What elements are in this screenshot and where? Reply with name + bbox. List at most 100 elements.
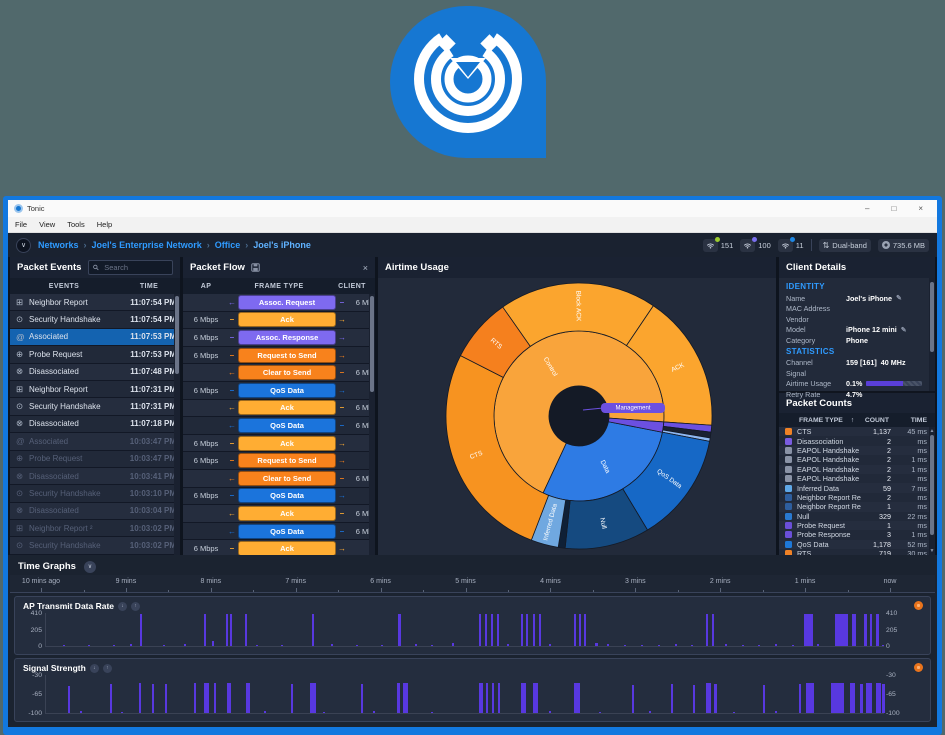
graph-settings-button[interactable]	[914, 601, 923, 610]
scrollbar-thumb[interactable]	[930, 282, 934, 352]
packet-event-row[interactable]: ⊗ Disassociated 11:07:48 PM	[10, 363, 180, 381]
frame-type-pill[interactable]: QoS Data	[238, 382, 336, 398]
packet-count-row[interactable]: Neighbor Report Respons 1 ms	[779, 502, 935, 512]
packet-flow-row[interactable]: ←Clear to Send–6 Mbps	[183, 469, 375, 488]
packet-count-row[interactable]: EAPOL Handshake #4 2 ms	[779, 473, 935, 484]
frame-type-pill[interactable]: Clear to Send	[238, 365, 336, 381]
packet-flow-row[interactable]: 6 Mbps – Ack →	[183, 434, 375, 453]
packet-count-row[interactable]: EAPOL Handshake #3 2 1 ms	[779, 464, 935, 474]
pc-time-header[interactable]: TIME	[910, 416, 927, 424]
packet-event-row[interactable]: ⊞ Neighbor Report 11:07:54 PM	[10, 294, 180, 312]
packet-flow-row[interactable]: 6 Mbps – Request to Send →	[183, 452, 375, 470]
close-panel-icon[interactable]: ×	[362, 262, 368, 273]
packet-event-row[interactable]: @ Associated 10:03:47 PM	[10, 433, 180, 451]
packet-flow-row[interactable]: ←QoS Data–6 Mbps	[183, 417, 375, 435]
packet-count-row[interactable]: Probe Response 3 1 ms	[779, 530, 935, 540]
menu-item-view[interactable]: View	[39, 220, 56, 229]
frame-type-pill[interactable]: Ack	[238, 435, 336, 451]
search-input[interactable]	[102, 262, 168, 273]
save-icon[interactable]	[251, 263, 260, 272]
signal-strength-plot[interactable]	[45, 675, 886, 714]
pc-count-header[interactable]: COUNT	[864, 416, 889, 424]
packet-event-row[interactable]: ⊗ Disassociated 10:03:41 PM	[10, 467, 180, 486]
events-scrollbar[interactable]	[174, 294, 180, 555]
breadcrumb-item[interactable]: Joel's Enterprise Network	[91, 240, 202, 250]
packet-flow-row[interactable]: ←Assoc. Request–6 Mbps	[183, 294, 375, 312]
frame-type-pill[interactable]: Ack	[238, 505, 336, 521]
packet-count-row[interactable]: EAPOL Handshake #2 2 1 ms	[779, 455, 935, 465]
menu-item-tools[interactable]: Tools	[67, 220, 85, 229]
collapse-chevron-icon[interactable]: ∨	[83, 560, 96, 573]
frame-type-pill[interactable]: Ack	[238, 400, 336, 416]
counts-scrollbar[interactable]: ▲ ▼	[929, 427, 935, 555]
packet-flow-row[interactable]: 6 Mbps – QoS Data →	[183, 381, 375, 400]
packet-flow-row[interactable]: 6 Mbps – Assoc. Response →	[183, 329, 375, 347]
move-down-icon[interactable]: ↓	[118, 601, 128, 611]
chevron-down-icon[interactable]: ∨	[16, 237, 31, 253]
packet-count-row[interactable]: Disassociation 2 ms	[779, 436, 935, 446]
search-box[interactable]	[88, 260, 173, 275]
frame-type-pill[interactable]: Ack	[238, 312, 336, 328]
packet-event-row[interactable]: ⊕ Probe Request 10:03:47 PM	[10, 450, 180, 468]
flow-scrollbar[interactable]	[369, 294, 375, 555]
timeline-ruler[interactable]: 10 mins ago 9 mins 8 mins 7 mins 6 mins 5 min…	[10, 575, 935, 593]
menu-item-file[interactable]: File	[15, 220, 28, 229]
packet-flow-row[interactable]: ←Ack–6 Mbps	[183, 399, 375, 418]
ap-col-header[interactable]: AP	[200, 282, 212, 290]
frame-type-pill[interactable]: QoS Data	[238, 523, 336, 539]
packet-event-row[interactable]: @ Associated 11:07:53 PM	[10, 328, 180, 347]
packet-event-row[interactable]: ⊞ Neighbor Report 11:07:31 PM	[10, 380, 180, 399]
packet-count-row[interactable]: RTS 719 30 ms	[779, 549, 935, 555]
edit-pencil-icon[interactable]: ✎	[900, 326, 907, 334]
packet-count-row[interactable]: QoS Data 1,178 52 ms	[779, 539, 935, 550]
breadcrumb-item[interactable]: Office	[214, 240, 241, 250]
packet-flow-row[interactable]: ←QoS Data–6 Mbps	[183, 522, 375, 541]
packet-flow-row[interactable]: 6 Mbps – QoS Data →	[183, 487, 375, 506]
scrollbar-thumb[interactable]	[930, 435, 934, 535]
packet-event-row[interactable]: ⊙ Security Handshake 11:07:54 PM	[10, 311, 180, 329]
client-col-header[interactable]: CLIENT	[338, 282, 366, 290]
packet-flow-row[interactable]: 6 Mbps – Ack →	[183, 540, 375, 555]
packet-count-row[interactable]: Inferred Data 59 7 ms	[779, 483, 935, 493]
packet-count-row[interactable]: Neighbor Report Request 2 ms	[779, 492, 935, 503]
packet-flow-row[interactable]: 6 Mbps – Ack →	[183, 311, 375, 330]
scroll-down-arrow[interactable]: ▼	[929, 548, 935, 554]
graph-settings-button[interactable]	[914, 663, 923, 672]
scroll-up-arrow[interactable]: ▲	[929, 428, 935, 434]
frame-type-pill[interactable]: QoS Data	[238, 417, 336, 433]
time-col-header[interactable]: TIME	[139, 282, 159, 290]
events-col-header[interactable]: EVENTS	[48, 282, 80, 290]
scrollbar-thumb[interactable]	[175, 296, 179, 374]
frame-type-pill[interactable]: Ack	[238, 541, 336, 555]
band-selector[interactable]: ⇅ Dual-band	[818, 238, 871, 252]
minimize-button[interactable]: –	[865, 204, 870, 213]
breadcrumb-item[interactable]: Joel's iPhone	[253, 240, 311, 250]
frame-type-pill[interactable]: Assoc. Response	[238, 329, 336, 345]
packet-event-row[interactable]: ⊙ Security Handshake 10:03:10 PM	[10, 485, 180, 503]
move-up-icon[interactable]: ↑	[102, 663, 112, 673]
menu-item-help[interactable]: Help	[96, 220, 113, 229]
ap-transmit-plot[interactable]	[45, 613, 885, 647]
packet-event-row[interactable]: ⊙ Security Handshake 10:03:02 PM	[10, 537, 180, 555]
move-down-icon[interactable]: ↓	[89, 663, 99, 673]
details-scrollbar[interactable]	[929, 278, 935, 391]
frame-type-pill[interactable]: Assoc. Request	[238, 294, 336, 310]
pc-frame-type-header[interactable]: FRAME TYPE ↑	[799, 416, 855, 424]
packet-flow-row[interactable]: ←Clear to Send–6 Mbps	[183, 364, 375, 382]
packet-event-row[interactable]: ⊞ Neighbor Report ² 10:03:02 PM	[10, 520, 180, 538]
frame-type-pill[interactable]: Request to Send	[238, 347, 336, 363]
packet-count-row[interactable]: Null 329 22 ms	[779, 511, 935, 521]
close-button[interactable]: ×	[918, 204, 923, 213]
packet-flow-row[interactable]: ←Ack–6 Mbps	[183, 505, 375, 523]
frame-type-pill[interactable]: QoS Data	[238, 488, 336, 504]
frame-type-pill[interactable]: Request to Send	[238, 453, 336, 469]
airtime-sunburst-chart[interactable]: Block ACK ACK QoS Data Null Inferred Data CTS…	[378, 278, 776, 555]
scrollbar-thumb[interactable]	[370, 296, 374, 392]
packet-count-row[interactable]: Probe Request 1 ms	[779, 520, 935, 531]
maximize-button[interactable]: □	[891, 204, 897, 213]
edit-pencil-icon[interactable]: ✎	[896, 295, 902, 303]
packet-count-row[interactable]: EAPOL Handshake #1 2 ms	[779, 445, 935, 456]
frame-type-col-header[interactable]: FRAME TYPE	[254, 282, 304, 290]
frame-type-pill[interactable]: Clear to Send	[238, 470, 336, 486]
move-up-icon[interactable]: ↑	[131, 601, 141, 611]
